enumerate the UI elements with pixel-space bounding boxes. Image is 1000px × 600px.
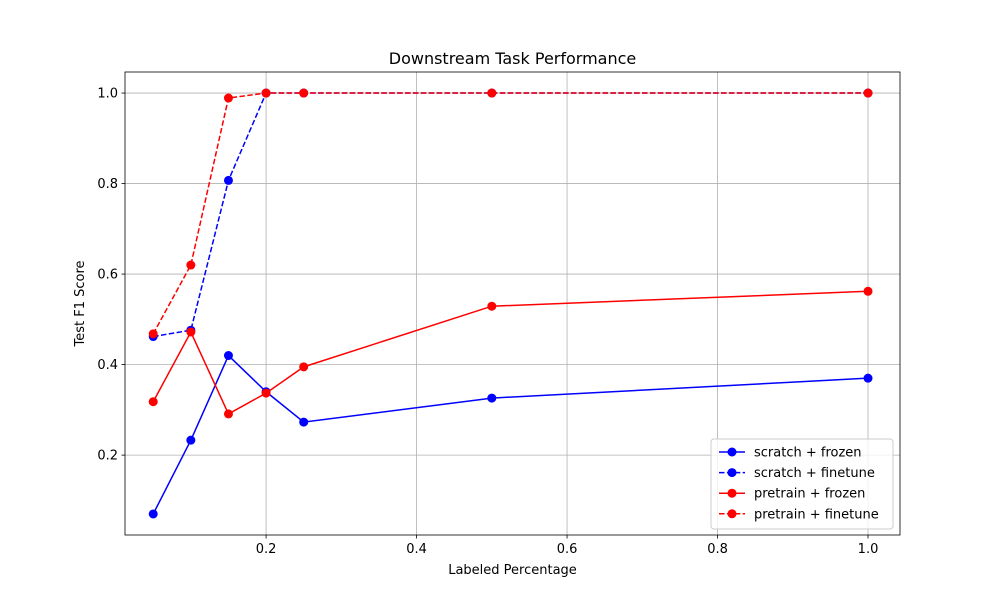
y-tick-label: 1.0 [97,87,118,102]
data-point [148,329,158,339]
data-point [186,435,196,445]
data-point [863,286,873,296]
x-tick-label: 0.8 [707,542,728,557]
data-point [487,301,497,311]
data-point [223,351,233,361]
data-point [299,417,309,427]
data-point [299,88,309,98]
data-point [186,327,196,337]
legend-marker [727,509,737,519]
legend-marker [727,468,737,478]
data-point [487,393,497,403]
series-pretrain-frozen [148,286,873,419]
series-pretrain-finetune [148,88,873,339]
series-layer [148,88,873,519]
legend-label: pretrain + finetune [754,507,879,522]
x-tick-label: 0.2 [256,542,277,557]
y-tick-label: 0.6 [97,268,118,283]
y-tick-label: 0.2 [97,449,118,464]
y-tick-label: 0.4 [97,358,118,373]
legend-box [710,438,894,530]
data-point [148,509,158,519]
data-point [261,88,271,98]
chart-title: Downstream Task Performance [389,49,637,68]
legend-marker [727,488,737,498]
data-point [223,175,233,185]
x-tick-label: 0.6 [557,542,578,557]
legend-label: pretrain + frozen [754,487,865,502]
legend-marker [727,447,737,457]
x-axis-label: Labeled Percentage [448,563,577,578]
x-tick-label: 0.4 [406,542,427,557]
data-point [223,409,233,419]
data-point [261,388,271,398]
axes: 0.2 0.4 0.6 0.8 1.0 0.2 0.4 0.6 0.8 1.0 [97,71,901,557]
data-point [223,93,233,103]
data-point [863,373,873,383]
legend-label: scratch + frozen [754,446,862,461]
data-point [863,88,873,98]
legend-label: scratch + finetune [754,466,875,481]
data-point [148,397,158,407]
x-tick-label: 1.0 [858,542,879,557]
data-point [299,362,309,372]
y-tick-label: 0.8 [97,177,118,192]
y-axis-label: Test F1 Score [73,260,88,347]
legend: scratch + frozen scratch + finetune pretra… [710,438,894,530]
data-point [186,260,196,270]
data-point [487,88,497,98]
plot-frame [124,71,901,536]
